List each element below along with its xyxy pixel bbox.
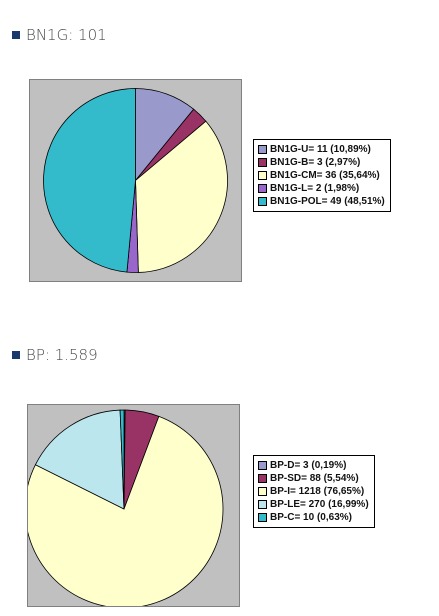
chart-1-legend-entry-4: BN1G-L= 2 (1,98%): [258, 182, 385, 195]
legend-label: BN1G-POL= 49 (48,51%): [270, 196, 385, 207]
chart-1-pie: [43, 88, 228, 273]
legend-swatch: [258, 158, 267, 167]
legend-swatch: [258, 184, 267, 193]
chart-1-heading: BN1G: 101: [12, 26, 107, 44]
chart-2-heading-text: BP: 1.589: [26, 346, 98, 364]
legend-label: BN1G-L= 2 (1,98%): [270, 183, 360, 194]
chart-2-legend: BP-D= 3 (0,19%) BP-SD= 88 (5,54%) BP-I= 12…: [253, 455, 375, 528]
legend-swatch: [258, 474, 267, 483]
chart-2-plot-area: [27, 404, 240, 607]
chart-1-slice-5: [43, 88, 136, 273]
chart-2-slice-5: [119, 409, 125, 510]
legend-label: BN1G-B= 3 (2,97%): [270, 157, 361, 168]
legend-swatch: [258, 145, 267, 154]
chart-1-slice-3: [135, 120, 228, 273]
chart-2-slice-4: [34, 409, 125, 510]
chart-2-heading: BP: 1.589: [12, 346, 98, 364]
heading-bullet-square: [12, 31, 20, 39]
legend-label: BN1G-CM= 36 (35,64%): [270, 170, 380, 181]
chart-2-legend-entry-4: BP-LE= 270 (16,99%): [258, 498, 369, 511]
legend-swatch: [258, 500, 267, 509]
legend-label: BP-I= 1218 (76,65%): [270, 486, 365, 497]
legend-swatch: [258, 171, 267, 180]
chart-2-legend-entry-5: BP-C= 10 (0,63%): [258, 511, 369, 524]
legend-swatch: [258, 487, 267, 496]
legend-label: BN1G-U= 11 (10,89%): [270, 144, 371, 155]
chart-1-legend-entry-3: BN1G-CM= 36 (35,64%): [258, 169, 385, 182]
chart-1-plot-area: [29, 79, 242, 282]
legend-label: BP-SD= 88 (5,54%): [270, 473, 359, 484]
legend-label: BP-LE= 270 (16,99%): [270, 499, 369, 510]
chart-1-legend-entry-1: BN1G-U= 11 (10,89%): [258, 143, 385, 156]
chart-1-heading-text: BN1G: 101: [26, 26, 107, 44]
chart-2-legend-entry-1: BP-D= 3 (0,19%): [258, 459, 369, 472]
legend-swatch: [258, 461, 267, 470]
chart-2-legend-entry-2: BP-SD= 88 (5,54%): [258, 472, 369, 485]
legend-label: BP-C= 10 (0,63%): [270, 512, 352, 523]
legend-swatch: [258, 513, 267, 522]
chart-2-pie: [28, 409, 224, 606]
chart-1-legend: BN1G-U= 11 (10,89%) BN1G-B= 3 (2,97%) BN1G…: [253, 139, 391, 212]
chart-1-legend-entry-2: BN1G-B= 3 (2,97%): [258, 156, 385, 169]
heading-bullet-square: [12, 351, 20, 359]
chart-1-legend-entry-5: BN1G-POL= 49 (48,51%): [258, 195, 385, 208]
legend-swatch: [258, 197, 267, 206]
chart-2-slice-3: [28, 415, 224, 606]
chart-2-legend-entry-3: BP-I= 1218 (76,65%): [258, 485, 369, 498]
legend-label: BP-D= 3 (0,19%): [270, 460, 347, 471]
